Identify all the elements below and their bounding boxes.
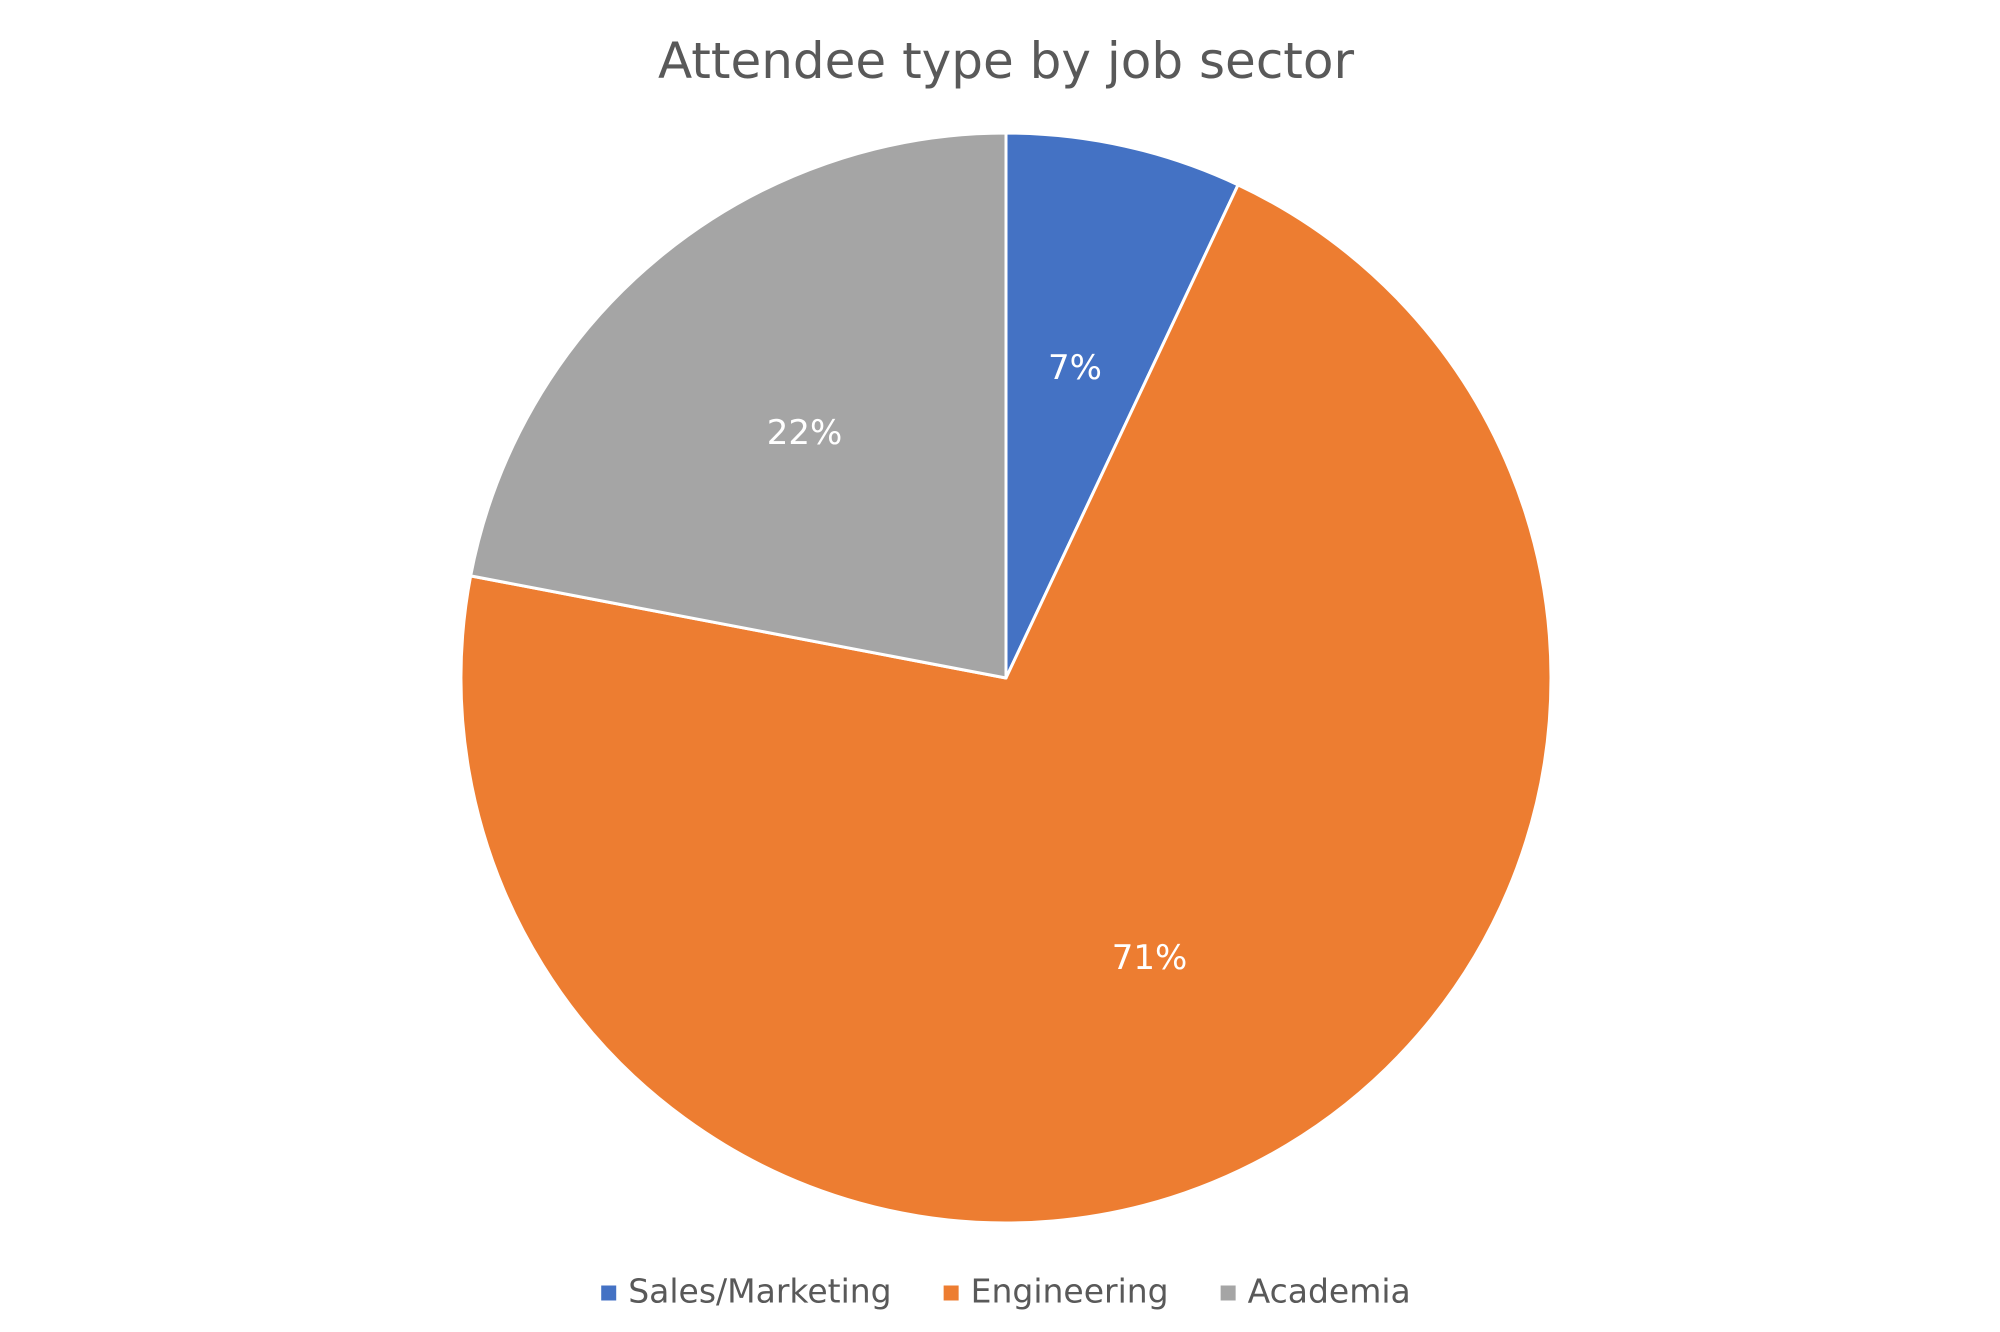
pie-slice-academia (469, 131, 1008, 680)
data-label-academia: 22% (767, 413, 843, 453)
legend-label-academia: Academia (1248, 1272, 1411, 1311)
legend-label-sales-marketing: Sales/Marketing (628, 1272, 891, 1311)
legend-marker-sales-marketing (601, 1285, 617, 1301)
legend-marker-academia (1220, 1285, 1236, 1301)
legend-item-engineering: Engineering (943, 1272, 1169, 1311)
slice-labels: 7% 71% 22% (767, 348, 1188, 978)
legend-item-academia: Academia (1220, 1272, 1411, 1311)
legend-marker-engineering (943, 1285, 959, 1301)
chart-legend: Sales/Marketing Engineering Academia (601, 1272, 1411, 1311)
legend-item-sales-marketing: Sales/Marketing (601, 1272, 892, 1311)
pie-slice-engineering (459, 183, 1553, 1225)
legend-label-engineering: Engineering (971, 1272, 1169, 1311)
pie-slice-sales-marketing (1004, 131, 1240, 680)
pie-slices (459, 131, 1553, 1225)
data-label-sales-marketing: 7% (1048, 348, 1102, 388)
chart-title: Attendee type by job sector (658, 32, 1355, 90)
data-label-engineering: 71% (1112, 938, 1188, 978)
